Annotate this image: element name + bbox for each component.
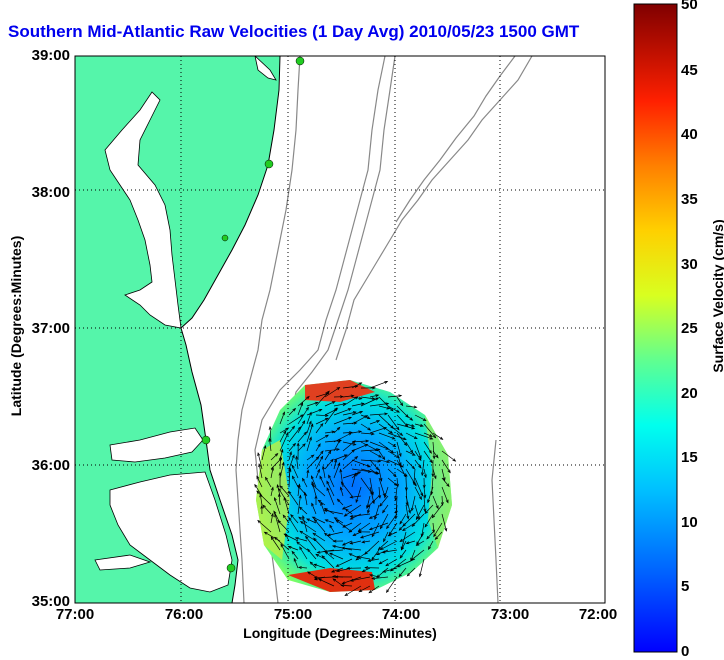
radar-station-marker [202, 436, 210, 444]
colorbar [634, 4, 677, 652]
current-vector [370, 382, 387, 389]
radar-station-marker [296, 57, 304, 65]
radar-station-marker [227, 564, 235, 572]
radar-station-marker [265, 160, 273, 168]
radar-station-marker [222, 235, 228, 241]
